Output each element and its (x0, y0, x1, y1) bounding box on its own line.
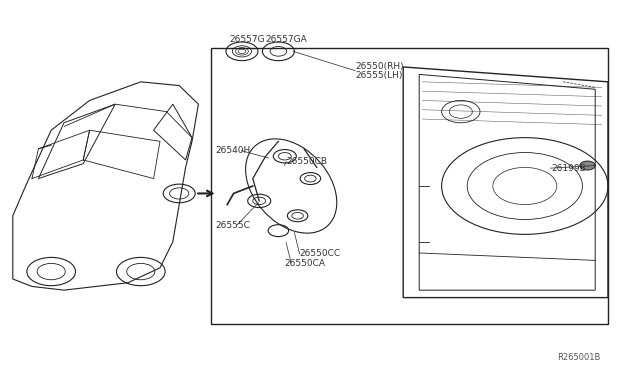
Bar (211, 48, 608, 324)
Text: 26557GA: 26557GA (266, 35, 307, 44)
Circle shape (580, 161, 595, 170)
Text: 26550(RH): 26550(RH) (355, 62, 404, 71)
Text: 26557G: 26557G (229, 35, 265, 44)
Text: 26540H: 26540H (215, 146, 250, 155)
Text: 26555C: 26555C (215, 221, 250, 230)
Text: 26550CB: 26550CB (287, 157, 328, 166)
Text: 26555(LH): 26555(LH) (355, 71, 403, 80)
Text: 26199B: 26199B (552, 164, 586, 173)
Text: 26550CA: 26550CA (285, 259, 326, 267)
Text: 26550CC: 26550CC (300, 249, 340, 258)
Text: R265001B: R265001B (557, 353, 600, 362)
